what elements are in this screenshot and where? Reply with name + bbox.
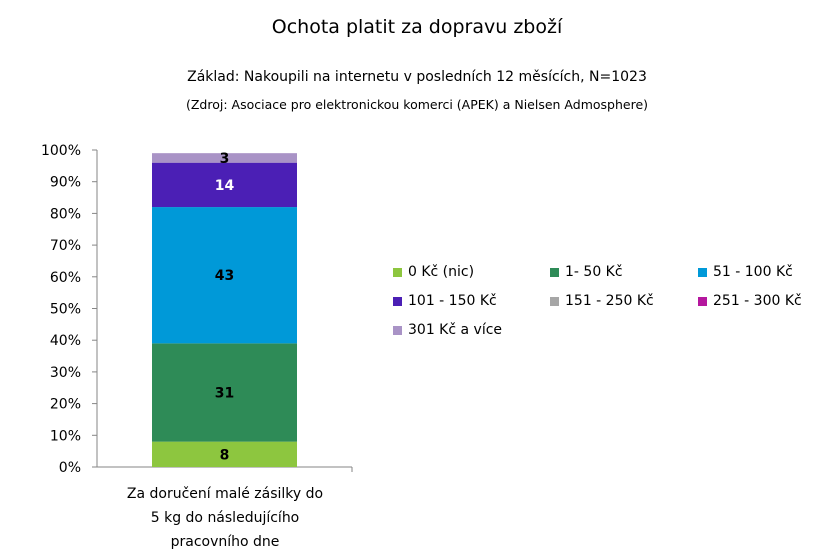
y-tick-label: 0% bbox=[59, 460, 81, 476]
y-tick-label: 10% bbox=[50, 428, 81, 444]
legend-label: 51 - 100 Kč bbox=[713, 264, 793, 280]
data-label: 31 bbox=[215, 386, 234, 402]
legend-item: 101 - 150 Kč bbox=[393, 293, 497, 309]
y-tick-label: 100% bbox=[41, 143, 81, 159]
bar-segment bbox=[152, 207, 297, 344]
y-tick-label: 90% bbox=[50, 175, 81, 191]
legend-swatch bbox=[393, 296, 402, 306]
legend-item: 251 - 300 Kč bbox=[698, 293, 802, 309]
x-category-label: pracovního dne bbox=[171, 534, 280, 550]
x-category-label: 5 kg do následujícího bbox=[151, 510, 300, 526]
bar-segment bbox=[152, 441, 297, 467]
legend-label: 101 - 150 Kč bbox=[408, 293, 497, 309]
legend-label: 251 - 300 Kč bbox=[713, 293, 802, 309]
data-label: 14 bbox=[215, 178, 235, 194]
legend-item: 51 - 100 Kč bbox=[698, 264, 793, 280]
legend-swatch bbox=[550, 296, 559, 306]
legend-item: 301 Kč a více bbox=[393, 322, 502, 338]
legend-item: 1- 50 Kč bbox=[550, 264, 623, 280]
legend-swatch bbox=[550, 267, 559, 277]
y-tick-label: 40% bbox=[50, 333, 81, 349]
y-tick-label: 70% bbox=[50, 238, 81, 254]
y-tick-label: 60% bbox=[50, 270, 81, 286]
chart-title: Ochota platit za dopravu zboží bbox=[271, 16, 563, 38]
legend-label: 0 Kč (nic) bbox=[408, 264, 475, 280]
x-category-label: Za doručení malé zásilky do bbox=[127, 486, 323, 502]
bar-segment bbox=[152, 162, 297, 208]
legend-swatch bbox=[698, 296, 707, 306]
legend-swatch bbox=[698, 267, 707, 277]
legend-item: 0 Kč (nic) bbox=[393, 264, 474, 280]
chart-subtitle: Základ: Nakoupili na internetu v posledn… bbox=[187, 69, 647, 85]
data-label: 3 bbox=[220, 151, 230, 167]
y-tick-label: 50% bbox=[50, 302, 81, 318]
y-tick-label: 30% bbox=[50, 365, 81, 381]
data-label: 43 bbox=[215, 268, 234, 284]
chart-source: (Zdroj: Asociace pro elektronickou komer… bbox=[185, 97, 649, 112]
legend-label: 1- 50 Kč bbox=[565, 264, 623, 280]
data-label: 8 bbox=[220, 447, 230, 463]
legend-label: 301 Kč a více bbox=[408, 322, 503, 338]
legend-swatch bbox=[393, 325, 402, 335]
bar-segment bbox=[152, 343, 297, 442]
bar-segment bbox=[152, 153, 297, 163]
y-tick-label: 20% bbox=[50, 397, 81, 413]
y-tick-label: 80% bbox=[50, 206, 81, 222]
legend-label: 151 - 250 Kč bbox=[565, 293, 654, 309]
legend-item: 151 - 250 Kč bbox=[550, 293, 654, 309]
legend-swatch bbox=[393, 267, 402, 277]
